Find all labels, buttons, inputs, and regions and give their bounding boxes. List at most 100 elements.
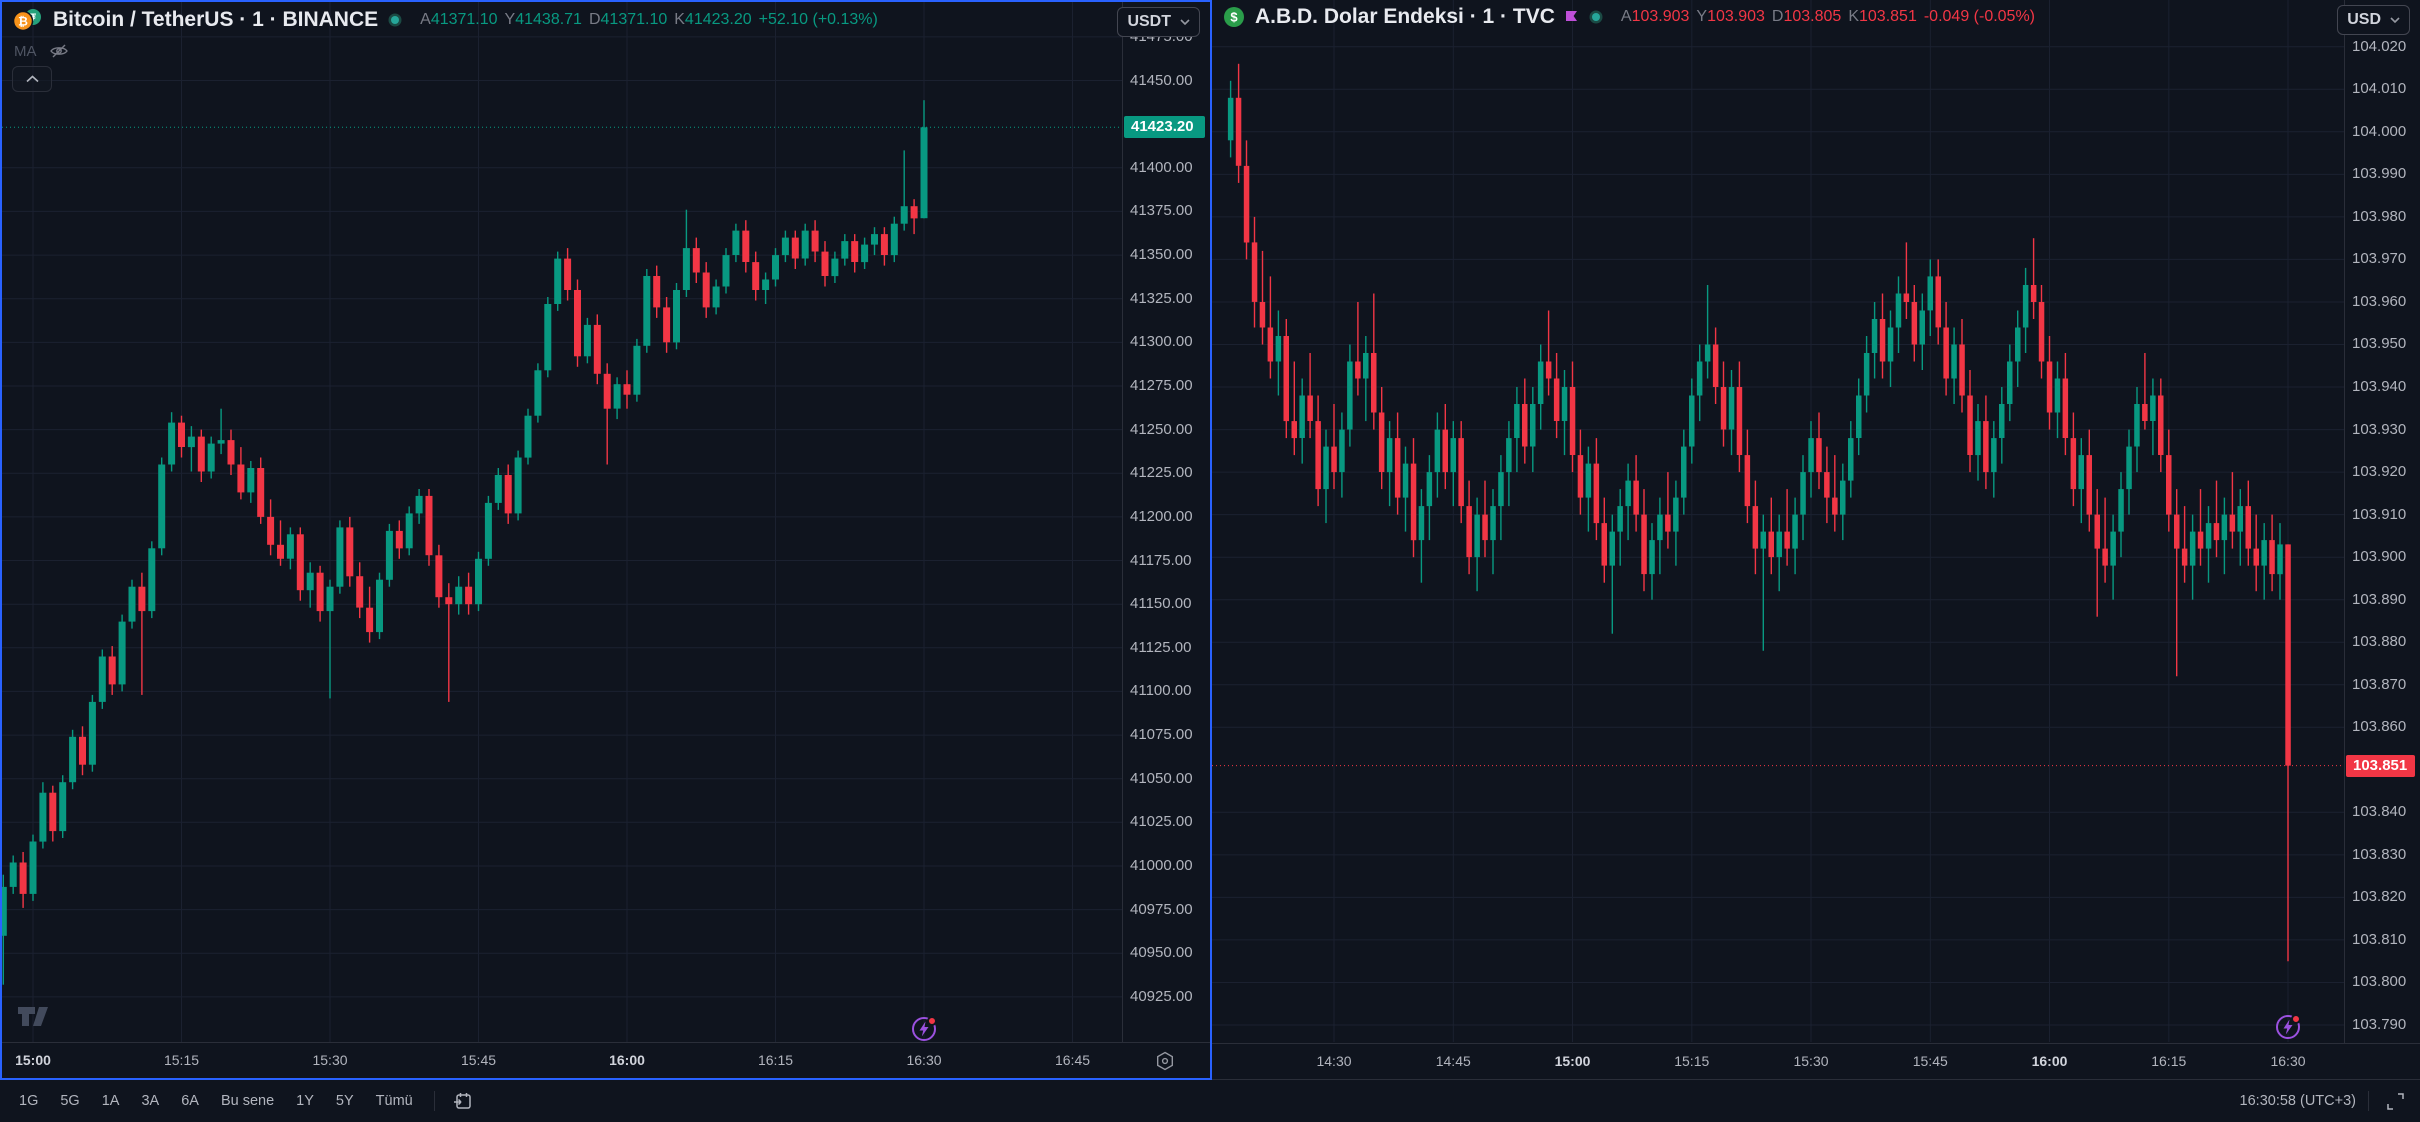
indicator-legend[interactable]: MA xyxy=(14,42,69,60)
candle xyxy=(2189,514,2196,600)
candle xyxy=(1506,421,1512,507)
candle xyxy=(1537,344,1544,430)
candle xyxy=(1887,310,1894,387)
candle xyxy=(861,237,869,269)
candle xyxy=(1339,412,1345,498)
candle xyxy=(2046,336,2053,430)
toolbar-divider xyxy=(2368,1091,2369,1111)
price-axis[interactable]: 103.851 104.020 104.010 104.000 103.990 103.… xyxy=(2344,0,2420,1043)
symbol-title[interactable]: Bitcoin / TetherUS · 1 · BINANCE xyxy=(53,8,379,31)
chart-panel-dxy[interactable]: $ A.B.D. Dolar Endeksi · 1 · TVC A103.90… xyxy=(1212,0,2420,1080)
range-button-3a[interactable]: 3A xyxy=(141,1093,160,1109)
flag-icon[interactable] xyxy=(1564,10,1579,25)
candle xyxy=(603,363,611,465)
currency-selector-button[interactable]: USD xyxy=(2337,5,2410,35)
candle xyxy=(2086,429,2092,532)
calendar-arrow-icon[interactable] xyxy=(447,1088,479,1114)
expand-corners-icon[interactable] xyxy=(2381,1090,2410,1113)
candle xyxy=(59,775,67,838)
dollar-circle-icon[interactable]: $ xyxy=(1222,5,1246,29)
range-button-tümü[interactable]: Tümü xyxy=(375,1093,413,1109)
price-tick: 103.880 xyxy=(2352,633,2407,651)
candle xyxy=(514,450,522,521)
candle xyxy=(29,834,37,901)
candle xyxy=(1816,412,1822,490)
candle xyxy=(306,562,314,608)
candle xyxy=(2,874,7,985)
clock-label[interactable]: 16:30:58 (UTC+3) xyxy=(2239,1093,2356,1109)
eye-off-icon[interactable] xyxy=(49,42,69,60)
range-button-bu-sene[interactable]: Bu sene xyxy=(220,1093,275,1109)
candle xyxy=(2078,438,2084,524)
candle xyxy=(1935,259,1941,345)
price-tick: 103.990 xyxy=(2352,165,2407,183)
candle xyxy=(593,314,601,385)
candle xyxy=(187,426,195,472)
candle xyxy=(2245,480,2251,566)
candle xyxy=(1943,302,1949,396)
time-axis[interactable]: 14:30 14:45 15:00 15:15 15:30 15:45 16:00 16:15… xyxy=(1212,1043,2420,1079)
candle xyxy=(1394,412,1401,515)
range-button-5g[interactable]: 5G xyxy=(60,1093,80,1109)
candle xyxy=(1895,276,1902,353)
candle xyxy=(1545,310,1552,396)
candle xyxy=(1553,353,1560,439)
range-button-1y[interactable]: 1Y xyxy=(296,1093,314,1109)
hexagon-settings-icon[interactable] xyxy=(1154,1050,1176,1072)
candle xyxy=(613,377,621,420)
symbol-title[interactable]: A.B.D. Dolar Endeksi · 1 · TVC xyxy=(1255,5,1555,28)
symbol-header: ₮ ₿ Bitcoin / TetherUS · 1 · BINANCE A41… xyxy=(12,7,878,33)
candle xyxy=(128,579,136,629)
time-tick: 15:00 xyxy=(15,1052,51,1068)
candle xyxy=(79,726,86,776)
ohlc-pair: D103.805 xyxy=(1772,8,1841,26)
candle xyxy=(2158,378,2164,473)
candle xyxy=(2030,238,2037,319)
candle xyxy=(2221,497,2228,575)
chart-panel-btc-usdt[interactable]: ₮ ₿ Bitcoin / TetherUS · 1 · BINANCE A41… xyxy=(0,0,1212,1080)
candle xyxy=(1410,438,1417,558)
candle xyxy=(227,429,235,475)
lightning-replay-icon[interactable] xyxy=(2273,1012,2303,1042)
candle xyxy=(1601,497,1607,583)
price-tick: 41250.00 xyxy=(1130,420,1193,438)
range-button-6a[interactable]: 6A xyxy=(181,1093,199,1109)
candle xyxy=(286,527,294,570)
price-tick: 41400.00 xyxy=(1130,158,1193,176)
candle xyxy=(811,220,819,263)
candle xyxy=(1363,336,1369,422)
price-tick: 41375.00 xyxy=(1130,202,1193,220)
candle xyxy=(880,227,888,266)
tradingview-logo[interactable] xyxy=(16,1004,54,1028)
candle xyxy=(841,234,849,266)
candle xyxy=(1704,285,1711,379)
change-value: -0.049 (-0.05%) xyxy=(1923,8,2036,25)
price-axis[interactable]: 41423.20 41475.0041450.0041400.0041375.0… xyxy=(1122,2,1210,1042)
time-tick: 15:15 xyxy=(1674,1053,1710,1069)
candle xyxy=(1378,387,1385,490)
candle xyxy=(158,457,166,556)
candle xyxy=(1736,361,1743,473)
candlestick-pane[interactable] xyxy=(1212,0,2344,1042)
currency-selector-button[interactable]: USDT xyxy=(1117,7,1200,37)
collapse-legend-button[interactable] xyxy=(12,66,52,92)
candlestick-pane[interactable] xyxy=(2,2,1122,1044)
ohlc-pair: Y41438.71 xyxy=(505,11,582,29)
ohlc-value: 103.903 xyxy=(1631,8,1690,25)
range-button-1a[interactable]: 1A xyxy=(101,1093,120,1109)
candle xyxy=(296,527,304,601)
candle xyxy=(1458,421,1464,524)
price-tick: 103.810 xyxy=(2352,930,2407,948)
price-tick: 103.910 xyxy=(2352,505,2407,523)
bitcoin-tether-pair-icon[interactable]: ₮ ₿ xyxy=(12,7,44,33)
range-button-1g[interactable]: 1G xyxy=(19,1093,39,1109)
time-tick: 15:45 xyxy=(460,1052,497,1068)
ohlc-values: A103.903 Y103.903 D103.805 K103.851 -0.049 (… xyxy=(1621,8,2035,26)
candle xyxy=(524,408,532,465)
candle xyxy=(445,583,453,702)
lightning-replay-icon[interactable] xyxy=(909,1014,939,1044)
price-tick: 104.000 xyxy=(2352,122,2407,140)
candle xyxy=(1251,216,1258,328)
time-axis[interactable]: 15:00 15:15 15:30 15:45 16:00 16:15 16:30 16:45 xyxy=(2,1042,1210,1078)
range-button-5y[interactable]: 5Y xyxy=(335,1093,354,1109)
